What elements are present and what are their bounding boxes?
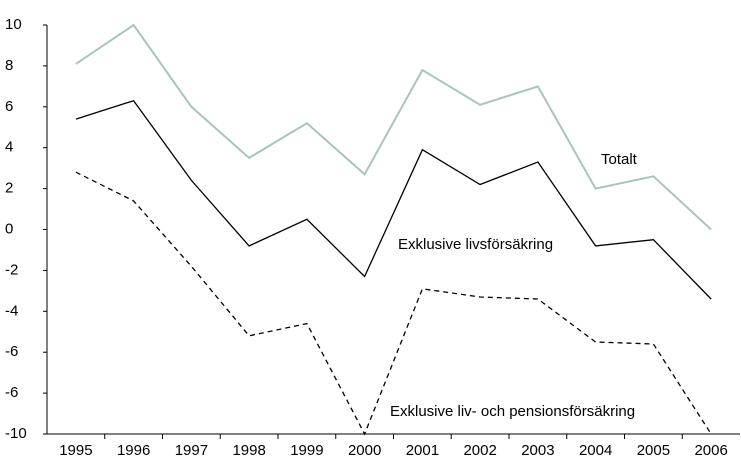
series-label: Exklusive livsförsäkring xyxy=(398,236,553,253)
x-tick-label: 1998 xyxy=(232,442,265,459)
series-label: Exklusive liv- och pensionsförsäkring xyxy=(390,403,635,420)
y-tick-label: 8 xyxy=(5,57,13,74)
x-tick-label: 1999 xyxy=(290,442,323,459)
series-line xyxy=(75,99,712,300)
y-tick-label: 6 xyxy=(5,98,13,115)
x-tick-label: 2006 xyxy=(694,442,727,459)
x-tick-label: 1996 xyxy=(117,442,150,459)
x-tick-label: 2000 xyxy=(348,442,381,459)
y-tick-label: 2 xyxy=(5,180,13,197)
y-tick-label: -6 xyxy=(5,343,18,360)
x-tick-label: 2003 xyxy=(521,442,554,459)
y-tick-label: -2 xyxy=(5,261,18,278)
y-tick-label: 4 xyxy=(5,139,13,156)
x-tick-label: 1995 xyxy=(59,442,92,459)
x-tick-label: 2002 xyxy=(463,442,496,459)
y-tick-label: -10 xyxy=(5,425,27,442)
series-line xyxy=(75,23,712,231)
x-tick-label: 2001 xyxy=(406,442,439,459)
y-tick-label: 0 xyxy=(5,220,13,237)
x-tick-label: 1997 xyxy=(175,442,208,459)
y-tick-label: -6 xyxy=(5,384,18,401)
x-tick-label: 2004 xyxy=(579,442,612,459)
y-tick-label: 10 xyxy=(5,16,22,33)
series-line xyxy=(75,171,712,436)
y-tick-label: -4 xyxy=(5,302,18,319)
series-label: Totalt xyxy=(601,151,638,168)
x-tick-label: 2005 xyxy=(637,442,670,459)
